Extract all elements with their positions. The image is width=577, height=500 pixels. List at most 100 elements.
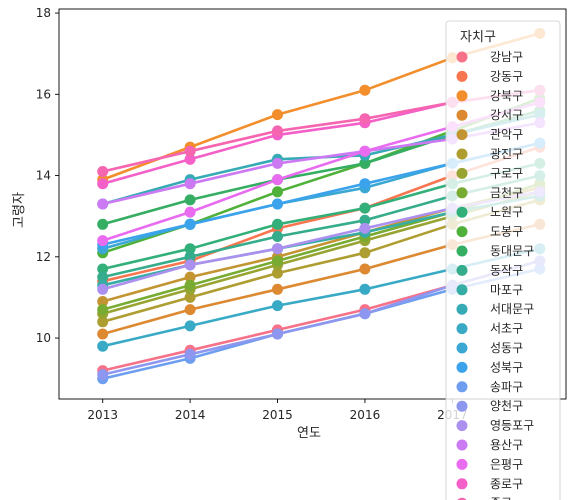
data-point bbox=[184, 348, 196, 360]
data-point bbox=[359, 308, 371, 320]
legend-label: 강남구 bbox=[490, 50, 523, 64]
legend-label: 관악구 bbox=[490, 128, 523, 142]
legend-label: 영등포구 bbox=[490, 419, 534, 433]
data-point bbox=[184, 194, 196, 206]
legend-marker bbox=[456, 284, 468, 296]
legend-label: 송파구 bbox=[490, 380, 523, 394]
data-point bbox=[272, 328, 283, 340]
data-point bbox=[272, 243, 283, 255]
data-point bbox=[359, 263, 371, 275]
legend-label: 광진구 bbox=[490, 147, 523, 161]
legend-marker bbox=[456, 51, 468, 63]
legend-marker bbox=[456, 478, 468, 490]
data-point bbox=[97, 283, 109, 295]
y-tick-label: 16 bbox=[36, 87, 51, 101]
data-point bbox=[97, 296, 109, 307]
data-point bbox=[272, 125, 283, 137]
data-point bbox=[184, 178, 196, 190]
legend-marker bbox=[456, 167, 468, 179]
data-point bbox=[359, 283, 371, 295]
data-point bbox=[359, 145, 371, 157]
data-point bbox=[97, 263, 109, 275]
y-tick-label: 14 bbox=[36, 169, 51, 183]
data-point bbox=[359, 247, 371, 259]
data-point bbox=[184, 271, 196, 283]
legend-label: 마포구 bbox=[490, 283, 523, 297]
plot-frame bbox=[58, 8, 567, 400]
legend-marker bbox=[456, 245, 468, 257]
data-point bbox=[97, 316, 109, 328]
data-point bbox=[359, 178, 371, 190]
legend-marker bbox=[456, 70, 468, 82]
legend-label: 강동구 bbox=[490, 69, 523, 83]
data-point bbox=[359, 157, 371, 169]
data-point bbox=[184, 259, 196, 271]
data-point bbox=[184, 291, 196, 303]
legend-box bbox=[445, 20, 561, 500]
data-point bbox=[97, 328, 109, 340]
legend-marker bbox=[456, 90, 468, 102]
legend-label: 강북구 bbox=[490, 89, 523, 103]
legend-label: 서초구 bbox=[490, 322, 523, 336]
data-point bbox=[184, 243, 196, 255]
x-tick-label: 2013 bbox=[87, 408, 118, 422]
data-point bbox=[97, 235, 109, 247]
data-point bbox=[272, 186, 283, 198]
legend: 자치구강남구강동구강북구강서구관악구광진구구로구금천구노원구도봉구동대문구동작구… bbox=[445, 20, 561, 500]
data-point bbox=[272, 198, 283, 210]
data-point bbox=[359, 214, 371, 226]
data-point bbox=[97, 198, 109, 210]
data-point bbox=[272, 109, 283, 121]
legend-label: 종로구 bbox=[490, 477, 523, 491]
legend-label: 금천구 bbox=[490, 185, 523, 200]
data-point bbox=[272, 218, 283, 230]
data-point bbox=[97, 218, 109, 230]
legend-label: 노원구 bbox=[490, 205, 523, 219]
legend-label: 성북구 bbox=[490, 360, 523, 374]
legend-label: 구로구 bbox=[490, 166, 523, 180]
data-point bbox=[184, 218, 196, 230]
legend-label: 서대문구 bbox=[490, 302, 534, 316]
legend-label: 동작구 bbox=[490, 263, 523, 277]
data-point bbox=[97, 369, 109, 381]
data-point bbox=[359, 222, 371, 234]
legend-label: 성동구 bbox=[490, 341, 523, 355]
data-point bbox=[184, 251, 196, 263]
x-tick-label: 2015 bbox=[262, 408, 293, 422]
legend-marker bbox=[456, 264, 468, 276]
data-point bbox=[184, 153, 196, 165]
x-tick-label: 2014 bbox=[175, 408, 206, 422]
legend-marker bbox=[456, 148, 468, 160]
legend-marker bbox=[456, 323, 468, 335]
legend-marker bbox=[456, 458, 468, 470]
legend-marker bbox=[456, 361, 468, 373]
legend-marker bbox=[456, 420, 468, 432]
x-axis-label: 연도 bbox=[297, 426, 321, 441]
legend-marker bbox=[456, 206, 468, 218]
legend-group: 자치구강남구강동구강북구강서구관악구광진구구로구금천구노원구도봉구동대문구동작구… bbox=[445, 20, 561, 500]
legend-title: 자치구 bbox=[460, 30, 496, 45]
legend-label: 동대문구 bbox=[490, 244, 534, 258]
legend-label: 용산구 bbox=[490, 438, 523, 452]
data-point bbox=[97, 304, 109, 316]
y-tick-label: 10 bbox=[36, 331, 51, 345]
data-point bbox=[97, 340, 109, 352]
legend-marker bbox=[456, 129, 468, 141]
legend-marker bbox=[456, 109, 468, 121]
data-point bbox=[359, 113, 371, 125]
data-point bbox=[97, 178, 109, 190]
data-point bbox=[184, 320, 196, 332]
data-point bbox=[359, 202, 371, 214]
data-point bbox=[272, 267, 283, 279]
data-point bbox=[184, 206, 196, 218]
legend-label: 은평구 bbox=[490, 457, 523, 471]
data-point bbox=[272, 174, 283, 186]
legend-label: 중구 bbox=[490, 496, 512, 500]
legend-marker bbox=[456, 226, 468, 238]
legend-marker bbox=[456, 439, 468, 451]
legend-label: 강서구 bbox=[490, 108, 523, 122]
legend-marker bbox=[456, 303, 468, 315]
legend-label: 도봉구 bbox=[490, 225, 523, 239]
